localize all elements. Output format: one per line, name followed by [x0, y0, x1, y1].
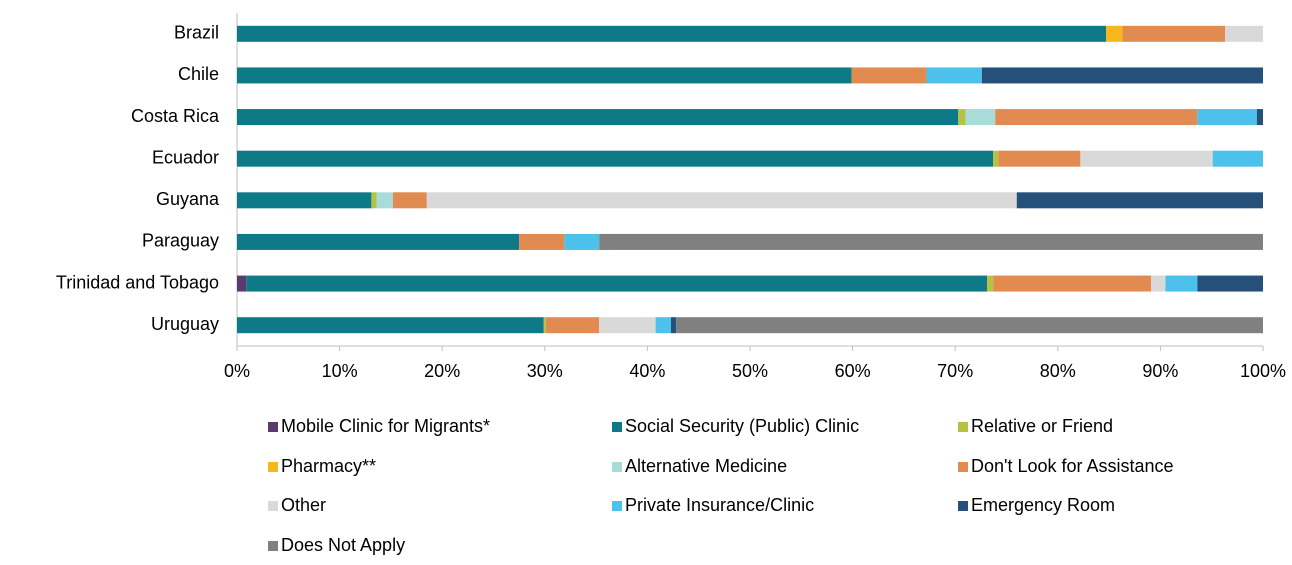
- bar-segment: [1197, 275, 1263, 292]
- x-tick-label: 70%: [937, 361, 973, 381]
- bar-segment: [981, 67, 1263, 84]
- bar-segment: [1016, 192, 1263, 209]
- y-tick-label: Trinidad and Tobago: [56, 272, 219, 292]
- bar-segment: [599, 233, 1263, 250]
- bar-segment: [995, 109, 1198, 126]
- bar-segment: [851, 67, 927, 84]
- legend-swatch: [268, 462, 278, 472]
- legend-swatch: [958, 422, 968, 432]
- bar-segment: [1080, 150, 1213, 167]
- bar-segment: [993, 275, 1152, 292]
- bar-segment: [1256, 109, 1263, 126]
- bar-segment: [237, 233, 520, 250]
- bar-segment: [655, 317, 671, 334]
- legend-label: Private Insurance/Clinic: [625, 495, 814, 515]
- bar-segment: [958, 109, 966, 126]
- legend-swatch: [268, 541, 278, 551]
- x-tick-label: 60%: [835, 361, 871, 381]
- legend-swatch: [268, 501, 278, 511]
- bar-segment: [545, 317, 600, 334]
- legend-label: Emergency Room: [971, 495, 1115, 515]
- x-tick-label: 80%: [1040, 361, 1076, 381]
- bar-segment: [237, 67, 852, 84]
- legend-swatch: [612, 422, 622, 432]
- bar-segment: [1197, 109, 1257, 126]
- legend-label: Relative or Friend: [971, 416, 1113, 436]
- legend-swatch: [612, 501, 622, 511]
- bar-segment: [543, 317, 546, 334]
- legend-label: Social Security (Public) Clinic: [625, 416, 859, 436]
- y-tick-label: Ecuador: [152, 147, 219, 167]
- y-tick-label: Costa Rica: [131, 106, 220, 126]
- legend-label: Does Not Apply: [281, 535, 405, 555]
- bar-segment: [1165, 275, 1198, 292]
- bar-segment: [993, 150, 999, 167]
- bar-segment: [670, 317, 677, 334]
- bar-segment: [376, 192, 393, 209]
- y-tick-label: Guyana: [156, 189, 220, 209]
- bar-segment: [392, 192, 427, 209]
- bar-segment: [237, 275, 247, 292]
- bar-segment: [1212, 150, 1263, 167]
- legend-label: Don't Look for Assistance: [971, 456, 1174, 476]
- legend-label: Pharmacy**: [281, 456, 376, 476]
- x-tick-label: 30%: [527, 361, 563, 381]
- bar-segment: [926, 67, 982, 84]
- x-tick-label: 50%: [732, 361, 768, 381]
- legend-label: Mobile Clinic for Migrants*: [281, 416, 490, 436]
- bar-segment: [1106, 25, 1123, 42]
- bar-segment: [246, 275, 988, 292]
- bar-segment: [676, 317, 1263, 334]
- legend-swatch: [958, 462, 968, 472]
- bar-segment: [998, 150, 1081, 167]
- bar-segment: [237, 150, 994, 167]
- x-tick-label: 40%: [629, 361, 665, 381]
- bar-segment: [564, 233, 600, 250]
- x-tick-label: 10%: [322, 361, 358, 381]
- legend-swatch: [612, 462, 622, 472]
- bar-segment: [599, 317, 656, 334]
- bar-segment: [371, 192, 377, 209]
- x-tick-label: 20%: [424, 361, 460, 381]
- y-tick-label: Chile: [178, 64, 219, 84]
- bar-segment: [426, 192, 1017, 209]
- y-tick-label: Brazil: [174, 23, 219, 43]
- y-tick-label: Paraguay: [142, 231, 219, 251]
- legend-label: Alternative Medicine: [625, 456, 787, 476]
- x-tick-label: 90%: [1142, 361, 1178, 381]
- legend-swatch: [958, 501, 968, 511]
- bar-segment: [237, 25, 1107, 42]
- bar-segment: [237, 192, 372, 209]
- bar-segment: [1151, 275, 1166, 292]
- bar-segment: [1122, 25, 1226, 42]
- bar-segment: [965, 109, 996, 126]
- bar-segment: [1225, 25, 1263, 42]
- legend-label: Other: [281, 495, 326, 515]
- bar-segment: [237, 109, 959, 126]
- x-tick-label: 100%: [1240, 361, 1286, 381]
- x-tick-label: 0%: [224, 361, 250, 381]
- bar-segment: [237, 317, 544, 334]
- legend-swatch: [268, 422, 278, 432]
- bar-segment: [987, 275, 994, 292]
- bar-segment: [519, 233, 565, 250]
- y-tick-label: Uruguay: [151, 314, 219, 334]
